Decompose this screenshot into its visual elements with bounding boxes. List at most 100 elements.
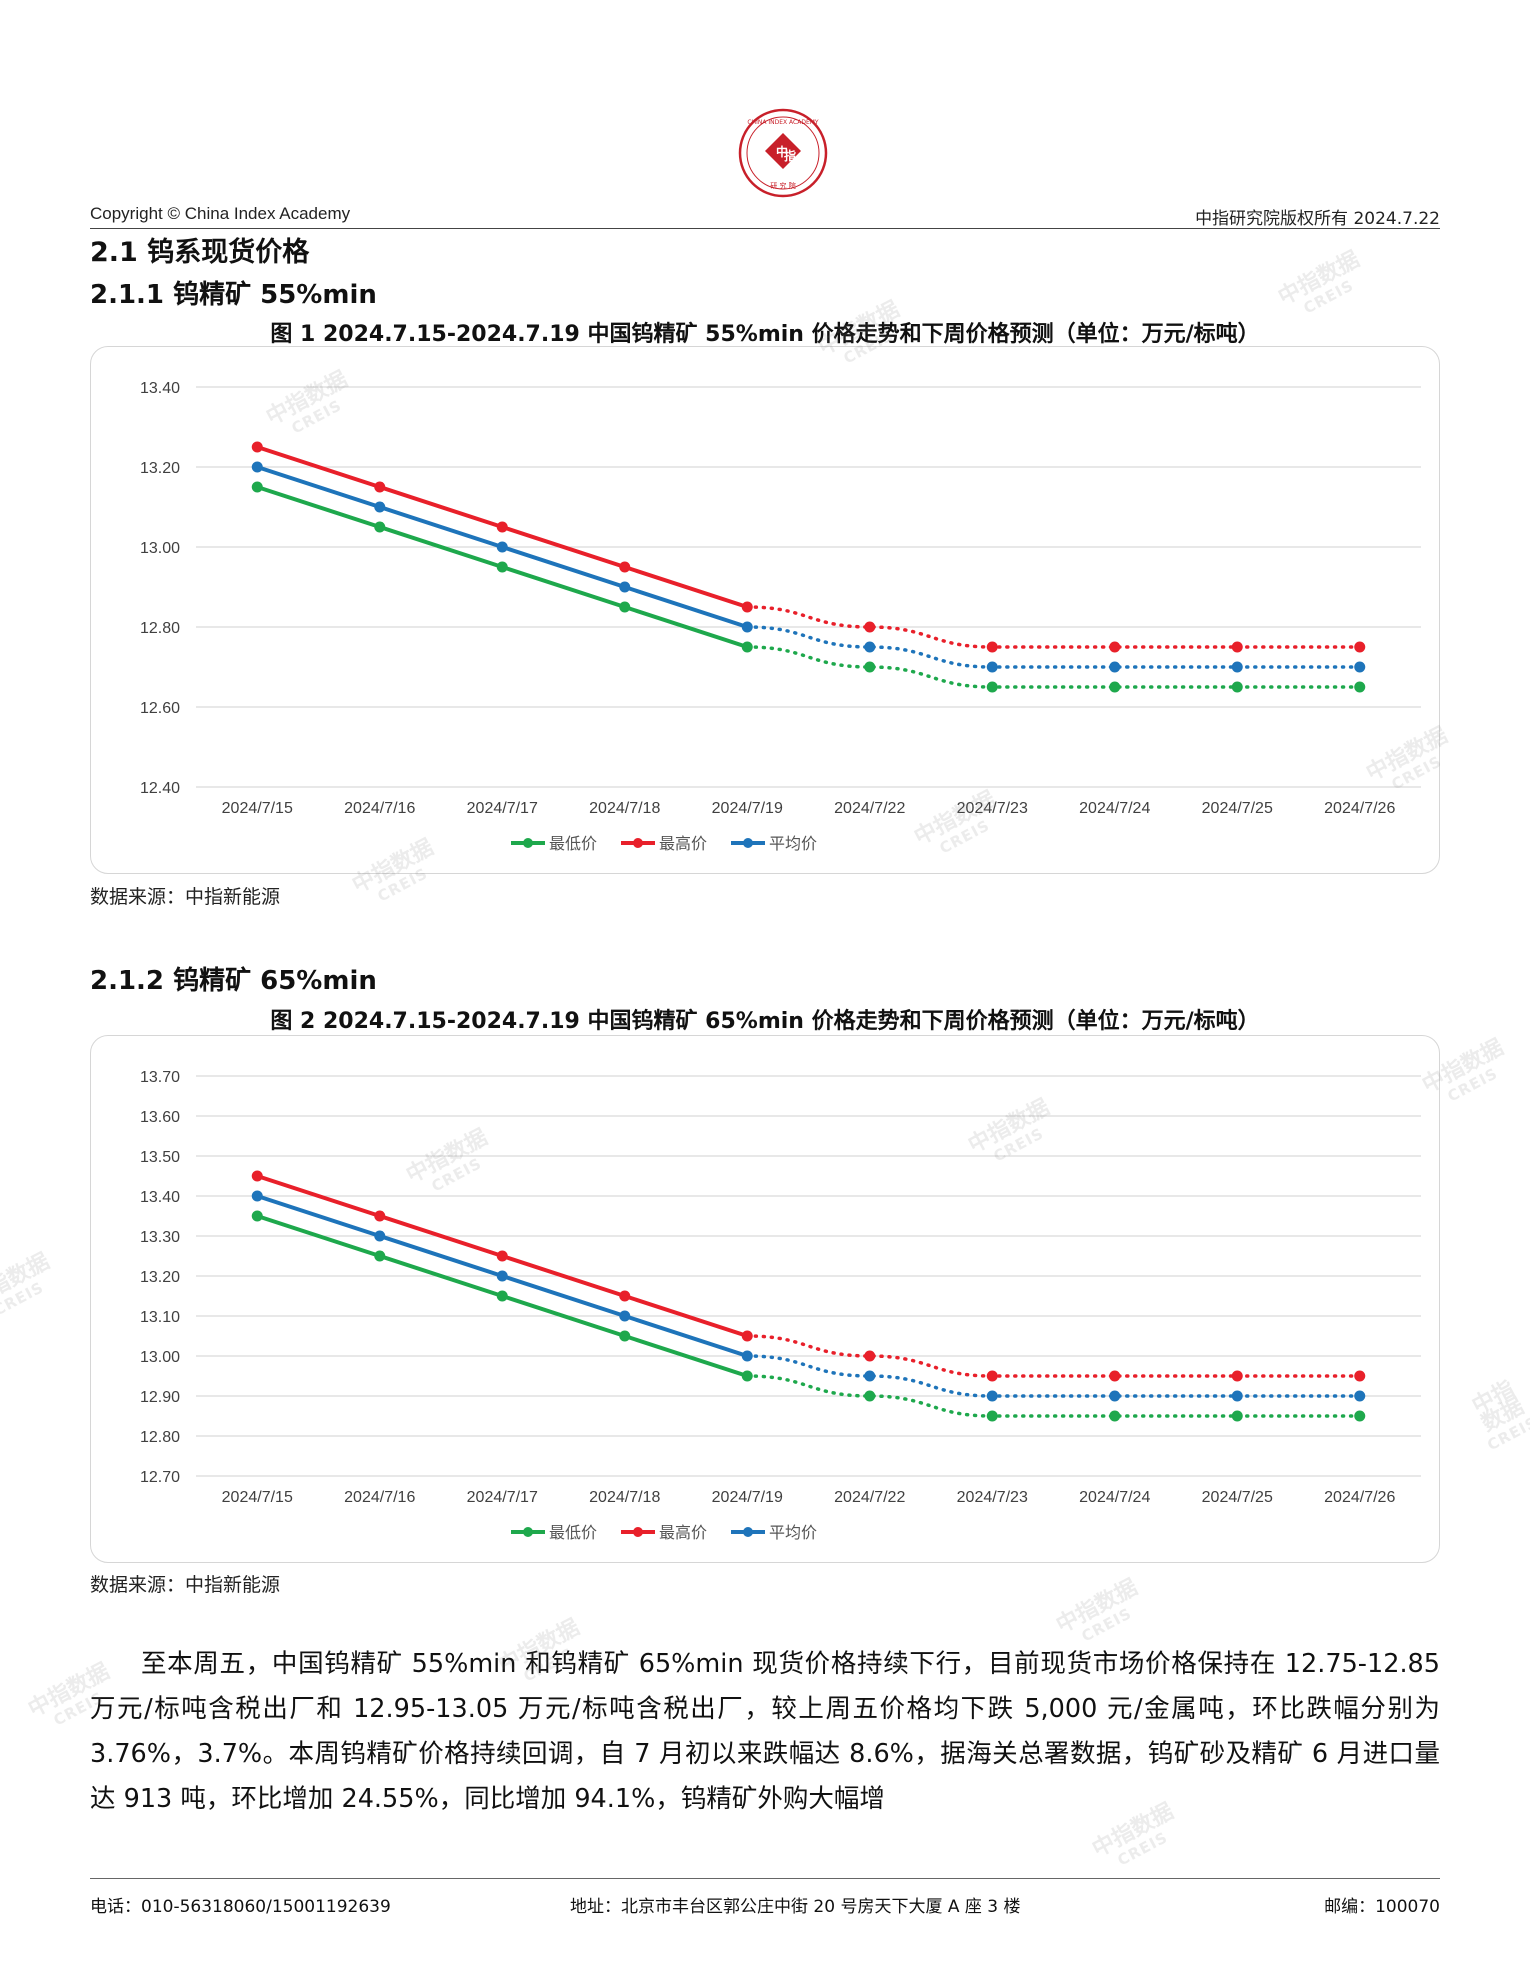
data-point xyxy=(1231,681,1243,693)
chart-65min: 12.70 12.80 12.90 13.00 13.10 13.20 13.30 13.40… xyxy=(90,1035,1440,1563)
x-tick-label: 2024/7/15 xyxy=(222,800,293,817)
data-point xyxy=(251,441,263,453)
data-point xyxy=(986,1370,998,1382)
data-point xyxy=(251,481,263,493)
data-point xyxy=(251,1170,263,1182)
series-line-forecast xyxy=(745,1354,1362,1398)
data-point xyxy=(1231,661,1243,673)
data-point xyxy=(619,561,631,573)
data-point xyxy=(1231,1370,1243,1382)
data-point xyxy=(1109,681,1121,693)
x-tick-label: 2024/7/25 xyxy=(1202,1489,1273,1506)
data-point xyxy=(619,1290,631,1302)
data-point xyxy=(864,1350,876,1362)
data-point xyxy=(1231,1390,1243,1402)
subsection-title-65: 2.1.2 钨精矿 65%min xyxy=(90,966,377,996)
legend-label: 最低价 xyxy=(549,834,597,853)
y-tick-label: 12.60 xyxy=(140,700,180,717)
svg-text:CHINA INDEX ACADEMY: CHINA INDEX ACADEMY xyxy=(747,119,819,126)
x-tick-label: 2024/7/26 xyxy=(1324,1489,1395,1506)
data-point xyxy=(619,581,631,593)
series-line-forecast xyxy=(745,1334,1362,1378)
data-point xyxy=(619,1330,631,1342)
y-tick-label: 13.30 xyxy=(140,1229,180,1246)
svg-text:指: 指 xyxy=(784,148,796,163)
section-title: 2.1 钨系现货价格 xyxy=(90,237,310,268)
x-tick-label: 2024/7/23 xyxy=(957,1489,1028,1506)
data-point xyxy=(251,1190,263,1202)
y-tick-label: 13.70 xyxy=(140,1069,180,1086)
x-tick-label: 2024/7/15 xyxy=(222,1489,293,1506)
y-tick-label: 13.00 xyxy=(140,1349,180,1366)
data-point xyxy=(1354,661,1366,673)
legend-label: 平均价 xyxy=(769,834,817,853)
series-line-forecast xyxy=(745,625,1362,669)
data-point xyxy=(374,521,386,533)
x-tick-label: 2024/7/23 xyxy=(957,800,1028,817)
y-tick-label: 13.60 xyxy=(140,1109,180,1126)
y-tick-label: 13.00 xyxy=(140,540,180,557)
y-tick-label: 13.20 xyxy=(140,1269,180,1286)
series-line-forecast xyxy=(745,605,1362,649)
legend-marker xyxy=(523,1527,533,1537)
x-tick-label: 2024/7/17 xyxy=(467,1489,538,1506)
y-tick-label: 13.10 xyxy=(140,1309,180,1326)
china-index-academy-logo: 中 指 CHINA INDEX ACADEMY 研 究 院 xyxy=(738,108,828,198)
x-tick-label: 2024/7/24 xyxy=(1079,800,1150,817)
y-tick-label: 13.50 xyxy=(140,1149,180,1166)
data-point xyxy=(374,1250,386,1262)
x-tick-label: 2024/7/19 xyxy=(712,1489,783,1506)
data-source-2: 数据来源：中指新能源 xyxy=(90,1574,281,1596)
data-point xyxy=(619,1310,631,1322)
legend-label: 最低价 xyxy=(549,1523,597,1542)
data-point xyxy=(741,621,753,633)
data-point xyxy=(251,461,263,473)
rights-date: 中指研究院版权所有 2024.7.22 xyxy=(1195,209,1440,229)
data-point xyxy=(1354,1410,1366,1422)
footer-postcode: 邮编：100070 xyxy=(1324,1897,1440,1917)
data-point xyxy=(864,1390,876,1402)
data-point xyxy=(864,621,876,633)
chart-svg: 12.70 12.80 12.90 13.00 13.10 13.20 13.30 13.40… xyxy=(140,1069,1421,1542)
body-paragraph: 至本周五，中国钨精矿 55%min 和钨精矿 65%min 现货价格持续下行，目… xyxy=(90,1642,1440,1822)
data-point xyxy=(496,541,508,553)
series-line-forecast xyxy=(745,645,1362,689)
footer-phone: 电话：010-56318060/15001192639 xyxy=(90,1897,391,1917)
y-tick-label: 12.80 xyxy=(140,620,180,637)
data-point xyxy=(496,561,508,573)
data-point xyxy=(1109,661,1121,673)
x-tick-label: 2024/7/25 xyxy=(1202,800,1273,817)
data-point xyxy=(741,601,753,613)
data-point xyxy=(374,481,386,493)
data-point xyxy=(1354,1370,1366,1382)
data-point xyxy=(1354,681,1366,693)
data-point xyxy=(986,1390,998,1402)
data-point xyxy=(741,1330,753,1342)
series-line-forecast xyxy=(745,1374,1362,1418)
x-tick-label: 2024/7/16 xyxy=(344,1489,415,1506)
paragraph-text: 至本周五，中国钨精矿 55%min 和钨精矿 65%min 现货价格持续下行，目… xyxy=(90,1649,1440,1814)
footer-divider xyxy=(90,1878,1440,1879)
data-point xyxy=(986,681,998,693)
svg-text:中: 中 xyxy=(776,144,788,159)
data-point xyxy=(496,1250,508,1262)
header-divider xyxy=(90,228,1440,229)
x-tick-label: 2024/7/22 xyxy=(834,1489,905,1506)
legend-marker xyxy=(633,1527,643,1537)
data-point xyxy=(741,641,753,653)
chart-55min: 12.40 12.60 12.80 13.00 13.20 13.40 2024/7/15 2… xyxy=(90,346,1440,874)
x-tick-label: 2024/7/17 xyxy=(467,800,538,817)
data-point xyxy=(496,1290,508,1302)
copyright-text: Copyright © China Index Academy xyxy=(90,204,351,223)
subsection-title-55: 2.1.1 钨精矿 55%min xyxy=(90,280,377,310)
data-point xyxy=(986,1410,998,1422)
data-point xyxy=(1231,641,1243,653)
x-tick-label: 2024/7/18 xyxy=(589,800,660,817)
y-tick-label: 13.40 xyxy=(140,380,180,397)
data-point xyxy=(741,1350,753,1362)
y-tick-label: 12.70 xyxy=(140,1469,180,1486)
data-point xyxy=(496,1270,508,1282)
x-tick-label: 2024/7/26 xyxy=(1324,800,1395,817)
